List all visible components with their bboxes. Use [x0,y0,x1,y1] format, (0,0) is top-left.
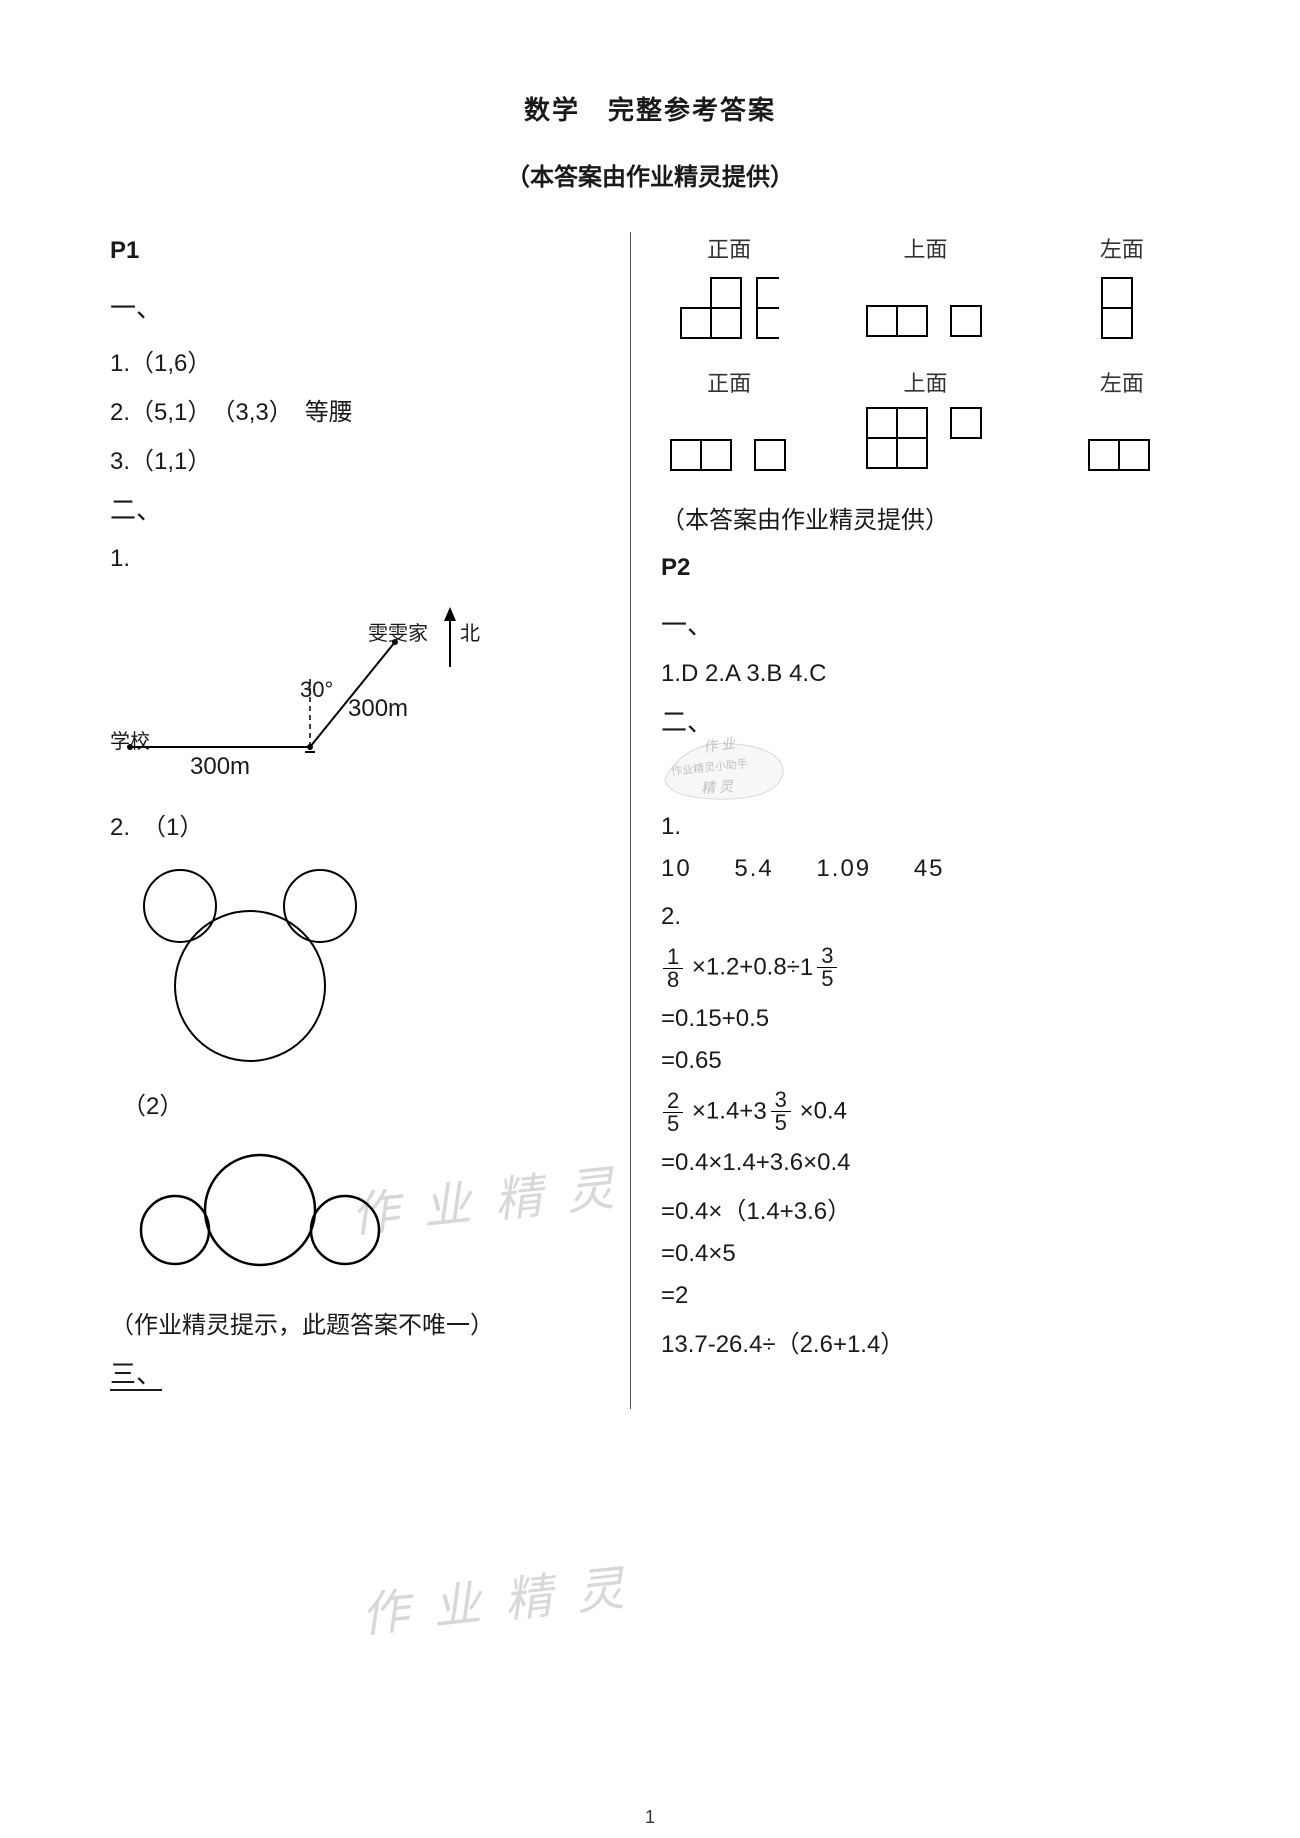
fraction: 1 8 [663,946,683,991]
views-row: 正面 上面 [661,366,1190,474]
front-view-shape [669,404,789,474]
expr-text: ×1.2+0.8÷ [685,954,800,981]
badge-icon: 作 业 作业精灵小助手 精 灵 [655,729,795,809]
label-angle: 30° [300,677,333,703]
circles-diagram [120,856,380,1066]
views-row: 正面 上面 [661,232,1190,340]
equation-line: =0.65 [661,1047,1190,1075]
number-row: 10 5.4 1.09 45 [661,855,1190,883]
equation-line: =0.4×5 [661,1240,1190,1268]
equation-line: =0.4×1.4+3.6×0.4 [661,1149,1190,1177]
answer-line: 2. [661,903,1190,931]
equation-line: 2 5 ×1.4+335 ×0.4 [661,1089,1190,1135]
front-view-shape [679,270,779,340]
mixed-fraction: 335 [753,1089,793,1134]
top-view-shape [865,404,985,474]
fraction: 2 5 [663,1090,683,1135]
expr-text: ×0.4 [793,1098,847,1125]
view-label-top: 上面 [903,366,947,398]
view-label-front: 正面 [707,366,751,398]
label-school: 学校 [110,725,150,754]
page-subtitle: （本答案由作业精灵提供） [110,157,1190,192]
answer-line: 1. [661,813,1190,841]
equation-line: 1 8 ×1.2+0.8÷135 [661,945,1190,991]
answer-line: 2. （1） [110,807,600,842]
answer-line: （2） [122,1086,600,1121]
label-home: 雯雯家 [368,617,428,646]
left-view-shape [1087,404,1157,474]
equation-line: =2 [661,1282,1190,1310]
page-marker: P1 [110,232,600,270]
view-label-front: 正面 [707,232,751,264]
route-diagram: 学校 雯雯家 北 30° 300m 300m [110,587,490,787]
section-heading: 一、 [661,605,1190,642]
equation-line: =0.4×（1.4+3.6） [661,1191,1190,1226]
expr-text: ×1.4+ [685,1098,753,1125]
left-view-shape [1100,270,1144,340]
answer-line: 1.（1,6） [110,343,600,378]
watermark-icon: 作 业 精 灵 [357,1548,633,1646]
page-title: 数学 完整参考答案 [110,90,1190,127]
circles-diagram [120,1135,420,1275]
right-column: 正面 上面 [630,232,1190,1409]
value: 45 [914,855,945,882]
page-marker: P2 [661,549,1190,587]
view-label-top: 上面 [903,232,947,264]
equation-line: 13.7-26.4÷（2.6+1.4） [661,1324,1190,1359]
label-distance: 300m [348,695,408,723]
left-column: P1 一、 1.（1,6） 2.（5,1） （3,3） 等腰 3.（1,1） 二… [110,232,630,1409]
answer-line: 1. [110,545,600,573]
top-view-shape [865,270,985,340]
credit-text: （本答案由作业精灵提供） [661,500,1190,535]
badge-text: 精 灵 [700,776,733,798]
label-distance: 300m [190,753,250,781]
answer-line: 1.D 2.A 3.B 4.C [661,660,1190,688]
page-number: 1 [645,1807,655,1828]
hint-text: （作业精灵提示，此题答案不唯一） [110,1305,600,1340]
equation-line: =0.15+0.5 [661,1005,1190,1033]
section-heading: 三、 [110,1354,600,1391]
label-north: 北 [460,617,480,646]
answer-line: 3.（1,1） [110,441,600,476]
value: 5.4 [734,855,773,882]
section-heading: 二、 [110,490,600,527]
mixed-fraction: 135 [800,945,840,990]
view-label-left: 左面 [1100,366,1144,398]
answer-line: 2.（5,1） （3,3） 等腰 [110,392,600,427]
value: 1.09 [816,855,871,882]
view-label-left: 左面 [1100,232,1144,264]
section-heading: 一、 [110,288,600,325]
value: 10 [661,855,692,882]
